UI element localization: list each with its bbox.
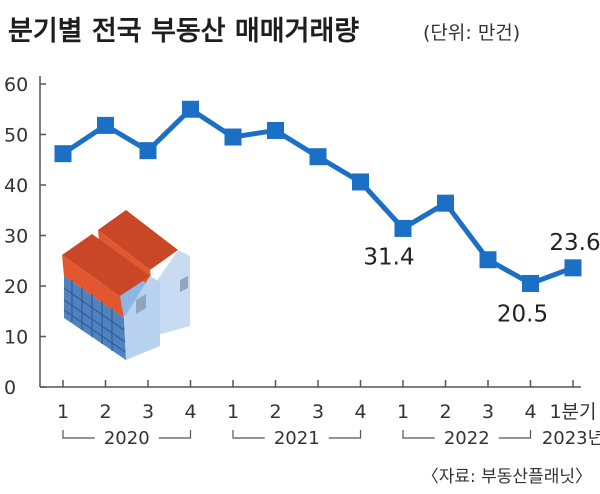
y-tick-label: 10 [4,327,28,349]
y-tick-label: 0 [4,377,16,399]
data-point-marker [522,274,539,292]
year-bracket-right [498,430,532,439]
source-note: 〈자료: 부동산플래닛〉 [422,467,592,487]
y-tick-label: 50 [4,125,28,147]
data-point-marker [309,148,327,166]
x-tick-label: 2 [99,401,111,423]
x-tick-label: 4 [184,401,196,423]
x-tick-label: 2 [439,401,451,423]
year-bracket-left [402,430,435,439]
year-label: 2023년 [542,428,600,449]
series-line-group [54,100,582,292]
year-label: 2020 [104,428,150,449]
x-tick-label: 3 [312,401,324,423]
x-tick-label: 4 [354,401,366,423]
data-point-marker [394,219,412,237]
data-point-marker [437,194,454,212]
data-point-marker [267,121,284,139]
data-point-marker [352,173,369,191]
year-bracket-left [62,430,95,439]
data-labels-group: 31.4 20.5 23.6 [363,230,600,328]
year-bracket-right [158,430,192,439]
year-label: 2021 [274,428,320,449]
data-label: 20.5 [497,301,548,327]
x-tick-label: 3 [142,401,154,423]
data-point-marker [224,128,242,146]
x-tick-label: 1분기 [549,401,596,423]
data-point-marker [479,251,497,269]
data-point-marker [182,100,199,118]
x-axis: 1 2 3 4 1 2 3 4 1 2 3 4 1분기 2020 2021 2022 2023년 [40,380,600,449]
x-tick-label: 1 [227,401,239,423]
chart-title: 분기별 전국 부동산 매매거래량 [8,16,359,47]
year-bracket-right [328,430,362,439]
x-tick-label: 3 [482,401,494,423]
y-axis: 0 10 20 30 40 50 60 [4,74,46,399]
data-label: 23.6 [549,230,600,256]
apartment-building-icon [62,210,190,360]
data-point-marker [564,259,582,277]
data-point-marker [54,145,72,163]
x-tick-label: 2 [269,401,281,423]
x-tick-label: 1 [57,401,69,423]
data-point-marker [97,116,114,134]
x-tick-label: 4 [524,401,536,423]
data-point-marker [139,142,157,160]
y-tick-label: 40 [4,175,28,197]
y-tick-label: 60 [4,74,28,96]
x-tick-label: 1 [397,401,409,423]
data-label: 31.4 [363,244,414,270]
unit-label: (단위: 만건) [423,22,520,44]
year-bracket-left [232,430,265,439]
year-label: 2022 [444,428,490,449]
y-tick-label: 20 [4,276,28,298]
y-tick-label: 30 [4,226,28,248]
